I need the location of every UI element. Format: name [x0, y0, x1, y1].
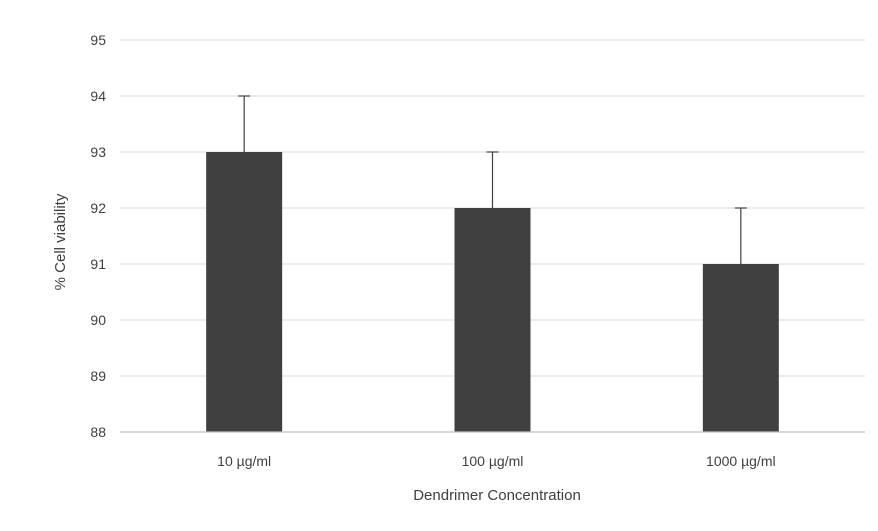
x-axis-title: Dendrimer Concentration — [413, 487, 581, 504]
bar — [702, 264, 779, 432]
y-tick-label: 93 — [90, 144, 106, 160]
y-tick-label: 88 — [90, 424, 106, 440]
x-tick-labels: 10 µg/ml 100 µg/ml 1000 µg/ml — [217, 453, 775, 469]
y-tick-label: 89 — [90, 368, 106, 384]
y-tick-label: 91 — [90, 256, 106, 272]
y-tick-label: 92 — [90, 200, 106, 216]
x-tick-label: 1000 µg/ml — [706, 453, 776, 469]
bar — [454, 208, 531, 432]
bar — [206, 152, 283, 432]
x-tick-label: 100 µg/ml — [462, 453, 524, 469]
y-tick-label: 95 — [90, 32, 106, 48]
bars — [206, 152, 779, 432]
error-bars — [238, 95, 747, 264]
y-tick-label: 90 — [90, 312, 106, 328]
x-tick-label: 10 µg/ml — [217, 453, 271, 469]
y-tick-labels: 88 89 90 91 92 93 94 95 — [90, 32, 106, 440]
y-axis-title: % Cell viability — [52, 193, 69, 290]
y-tick-label: 94 — [90, 88, 106, 104]
